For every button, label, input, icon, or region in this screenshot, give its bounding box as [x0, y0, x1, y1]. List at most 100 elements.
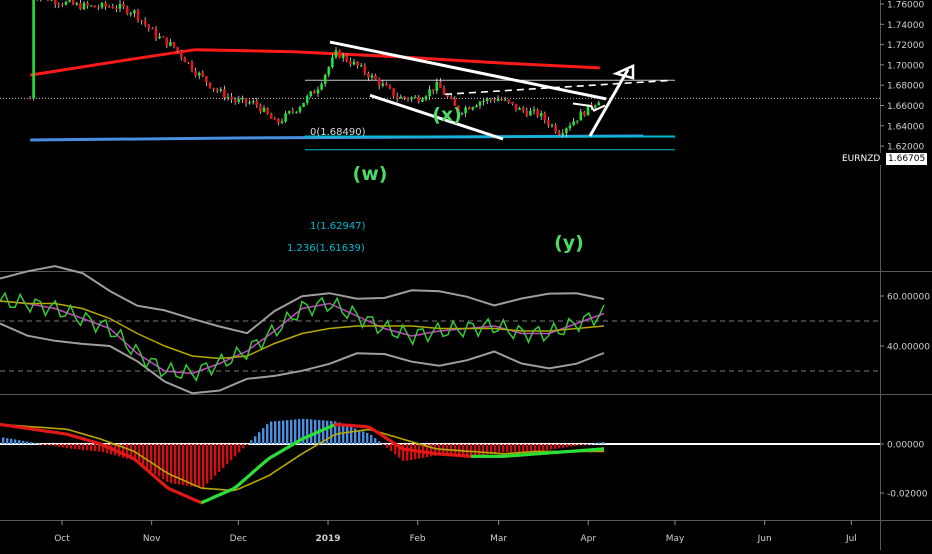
candle-body: [83, 3, 86, 9]
macd-histogram-bar: [146, 444, 148, 469]
macd-histogram-bar: [34, 443, 36, 444]
candle-body: [65, 2, 68, 5]
candle-body: [209, 82, 212, 87]
macd-histogram-bar: [466, 444, 468, 456]
candle-body: [374, 75, 377, 79]
candle-body: [436, 82, 439, 91]
macd-histogram-bar: [30, 442, 32, 444]
price-tick-label: 1.72000: [887, 41, 924, 51]
candle-body: [234, 99, 237, 102]
oscillator-tick-label: 60.00000: [887, 293, 930, 303]
candle-body: [227, 97, 230, 98]
last-price-label: 1.66705: [888, 154, 925, 164]
candle-body: [29, 98, 32, 99]
fib-label-1236: 1.236(1.61639): [287, 243, 365, 254]
macd-histogram-bar: [78, 444, 80, 450]
macd-histogram-bar: [274, 421, 276, 444]
candle-body: [310, 91, 313, 96]
macd-histogram-bar: [174, 444, 176, 484]
candle-body: [353, 62, 356, 65]
time-tick-label: Jul: [845, 534, 857, 544]
candle-body: [58, 4, 61, 5]
macd-histogram-bar: [382, 444, 384, 445]
time-tick-label: 2019: [315, 534, 340, 544]
macd-histogram-bar: [542, 444, 544, 451]
macd-histogram-bar: [246, 444, 248, 445]
candle-body: [76, 3, 79, 4]
macd-histogram-bar: [230, 444, 232, 460]
candle-body: [238, 99, 241, 102]
macd-histogram-bar: [474, 444, 476, 456]
macd-histogram-bar: [150, 444, 152, 471]
macd-histogram-bar: [462, 444, 464, 456]
candle-body: [529, 111, 532, 116]
macd-histogram-bar: [514, 444, 516, 452]
candle-body: [90, 6, 93, 7]
macd-histogram-bar: [6, 438, 8, 444]
wave-label-w: (w): [353, 163, 388, 185]
candle-body: [223, 89, 226, 98]
macd-histogram-bar: [94, 444, 96, 451]
candle-body: [518, 108, 521, 110]
candle-body: [248, 102, 251, 103]
macd-histogram-bar: [538, 444, 540, 451]
candle-body: [464, 108, 467, 114]
candle-body: [364, 65, 367, 73]
macd-histogram-bar: [38, 444, 40, 445]
price-tick-label: 1.66000: [887, 102, 924, 112]
macd-histogram-bar: [530, 444, 532, 452]
candle-body: [580, 112, 583, 121]
macd-histogram-bar: [190, 444, 192, 486]
candle-body: [414, 97, 417, 98]
price-tick-label: 1.62000: [887, 143, 924, 153]
candle-body: [569, 125, 572, 128]
candle-body: [112, 7, 115, 9]
time-tick-label: May: [666, 534, 685, 544]
candle-body: [119, 4, 122, 9]
candle-body: [410, 98, 413, 100]
candle-body: [551, 125, 554, 126]
macd-histogram-bar: [358, 430, 360, 444]
candle-body: [158, 36, 161, 38]
oscillator-tick-label: 40.00000: [887, 343, 930, 353]
candle-body: [241, 98, 244, 99]
candle-body: [202, 73, 205, 76]
macd-histogram-bar: [278, 421, 280, 444]
candle-body: [292, 111, 295, 112]
candle-body: [407, 98, 410, 99]
candle-body: [572, 121, 575, 125]
macd-histogram-bar: [258, 432, 260, 444]
candle-body: [565, 128, 568, 133]
macd-histogram-bar: [2, 437, 4, 444]
candle-body: [306, 96, 309, 103]
candle-body: [86, 3, 89, 6]
candle-body: [450, 97, 453, 99]
candle-body: [421, 99, 424, 101]
candle-body: [428, 89, 431, 96]
candle-body: [497, 99, 500, 101]
candle-body: [270, 114, 273, 119]
candle-body: [220, 89, 223, 91]
macd-histogram-bar: [206, 444, 208, 484]
candle-body: [115, 8, 118, 9]
time-tick-label: Mar: [490, 534, 507, 544]
candle-body: [346, 55, 349, 61]
candle-body: [367, 73, 370, 77]
macd-histogram-bar: [310, 419, 312, 444]
macd-histogram-bar: [554, 444, 556, 449]
macd-histogram-bar: [222, 444, 224, 468]
macd-histogram-bar: [58, 444, 60, 447]
macd-histogram-bar: [582, 444, 584, 445]
candle-body: [317, 89, 320, 93]
candle-body: [403, 97, 406, 98]
macd-histogram-bar: [522, 444, 524, 452]
candle-body: [385, 84, 388, 86]
time-tick-label: Feb: [410, 534, 426, 544]
candle-body: [155, 29, 158, 38]
macd-histogram-bar: [46, 444, 48, 445]
macd-histogram-bar: [510, 444, 512, 452]
time-tick-label: Jun: [757, 534, 772, 544]
macd-histogram-bar: [290, 420, 292, 444]
